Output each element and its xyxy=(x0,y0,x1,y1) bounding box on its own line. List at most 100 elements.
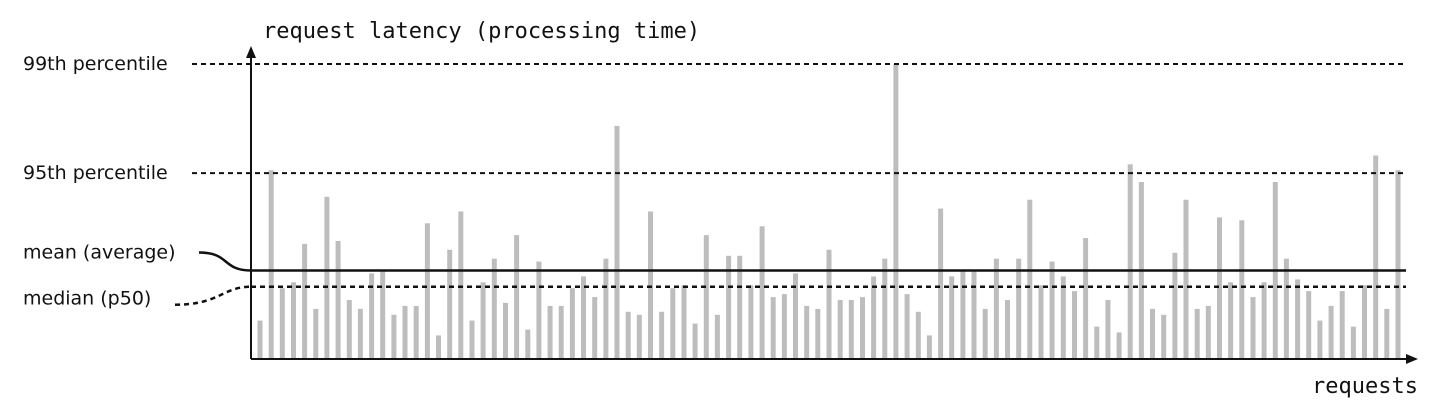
p95-label: 95th percentile xyxy=(23,162,168,184)
bar xyxy=(938,208,944,359)
y-axis-arrow xyxy=(246,46,256,58)
bar xyxy=(536,261,542,359)
bar xyxy=(1116,332,1122,359)
bar xyxy=(480,282,486,359)
bar xyxy=(592,297,598,359)
bar xyxy=(525,329,531,359)
bar xyxy=(636,314,642,360)
bar xyxy=(993,258,999,359)
bar xyxy=(726,255,732,360)
bar xyxy=(313,308,319,359)
bar xyxy=(469,320,475,359)
bar xyxy=(1094,326,1100,359)
bar xyxy=(1395,170,1401,359)
bar xyxy=(547,305,553,359)
bar xyxy=(1172,252,1178,359)
y-axis-title: request latency (processing time) xyxy=(263,19,700,44)
bar xyxy=(1362,285,1367,360)
bar xyxy=(514,235,520,359)
bar xyxy=(1328,305,1334,359)
bar xyxy=(268,170,274,359)
bar xyxy=(692,323,698,359)
bar xyxy=(346,300,352,359)
bar xyxy=(860,297,865,359)
mean-label: mean (average) xyxy=(23,242,176,264)
mean-connector xyxy=(198,251,252,272)
bar xyxy=(357,308,363,359)
bar xyxy=(915,311,921,359)
bar xyxy=(781,294,787,359)
bar xyxy=(1150,308,1155,359)
bar xyxy=(380,270,386,359)
bar xyxy=(1228,282,1234,359)
bar xyxy=(1005,300,1010,359)
bar xyxy=(659,311,665,359)
bar xyxy=(291,282,296,359)
bar xyxy=(625,311,631,359)
bar xyxy=(402,305,408,359)
p99-label: 99th percentile xyxy=(23,53,168,75)
bar xyxy=(1083,238,1089,359)
bar xyxy=(1295,279,1301,359)
bar xyxy=(614,125,620,360)
bar xyxy=(670,288,676,359)
bar xyxy=(413,305,419,359)
bar xyxy=(904,294,910,359)
bar xyxy=(648,211,653,359)
bar xyxy=(871,276,877,359)
bar xyxy=(804,305,810,359)
bar xyxy=(1373,155,1379,359)
bar xyxy=(335,241,341,359)
bar xyxy=(982,308,988,359)
bar xyxy=(569,288,575,359)
bar xyxy=(737,255,743,360)
bar xyxy=(793,273,798,359)
bar xyxy=(302,243,308,359)
bar xyxy=(1072,291,1077,359)
bar xyxy=(257,320,263,359)
bar xyxy=(1339,291,1345,359)
bar xyxy=(770,297,776,359)
bar xyxy=(581,276,586,359)
bar xyxy=(826,249,832,359)
bar xyxy=(1194,308,1200,359)
bar xyxy=(681,285,687,360)
median-label: median (p50) xyxy=(23,288,151,310)
bar xyxy=(279,288,285,359)
bar xyxy=(558,305,564,359)
bar xyxy=(503,302,508,359)
bar xyxy=(1127,164,1133,359)
bar xyxy=(1060,276,1066,359)
bar xyxy=(893,64,899,359)
bar xyxy=(1205,305,1211,359)
bar xyxy=(759,226,765,360)
bar xyxy=(1350,326,1356,359)
bar xyxy=(971,270,977,359)
median-connector xyxy=(174,285,252,306)
bar xyxy=(882,258,888,359)
bar xyxy=(1239,220,1245,359)
x-axis-title: requests xyxy=(1312,374,1418,399)
bar xyxy=(926,335,932,359)
bar xyxy=(1183,199,1189,359)
bar xyxy=(703,235,709,359)
bar xyxy=(324,196,330,360)
bar xyxy=(815,308,821,359)
bar xyxy=(603,258,609,359)
bar xyxy=(1161,314,1167,360)
x-axis-arrow xyxy=(1406,354,1418,364)
bar xyxy=(1306,291,1312,359)
bar xyxy=(424,223,430,359)
bar xyxy=(1038,285,1044,360)
bar xyxy=(369,273,375,359)
bar xyxy=(748,285,754,360)
bar xyxy=(960,270,966,359)
bars-group xyxy=(257,64,1401,360)
bar xyxy=(949,276,955,359)
bar xyxy=(837,300,843,359)
bar xyxy=(714,314,720,360)
bar xyxy=(1027,199,1033,359)
bar xyxy=(447,249,453,359)
bar xyxy=(458,211,464,359)
